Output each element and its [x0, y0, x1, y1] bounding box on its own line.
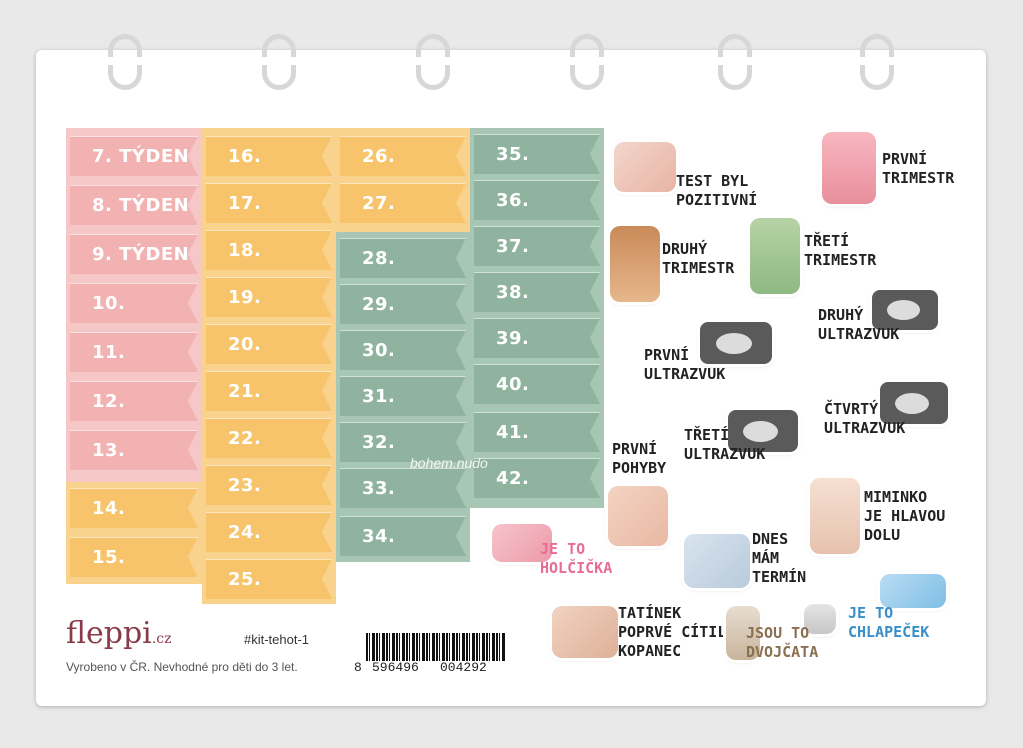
sticker-third-trimester[interactable]: TŘETÍ TRIMESTR: [804, 232, 877, 269]
ultrasound-icon: [728, 410, 798, 452]
barcode-right: 004292: [440, 660, 487, 675]
week-flag[interactable]: 40. TÝDEN: [474, 364, 600, 404]
watermark: bohem.nudo: [410, 455, 488, 471]
sticker-first-movements[interactable]: PRVNÍ POHYBY: [612, 440, 667, 477]
binder-ring-4: [567, 34, 607, 90]
sticker-second-trimester[interactable]: DRUHÝ TRIMESTR: [662, 240, 735, 277]
week-flag[interactable]: 22. TÝDEN: [206, 418, 332, 458]
week-flag[interactable]: 23. TÝDEN: [206, 465, 332, 505]
week-flag[interactable]: 14. TÝDEN: [70, 488, 198, 528]
week-flag[interactable]: 30. TÝDEN: [340, 330, 466, 370]
ultrasound-icon: [880, 382, 948, 424]
sleeping-baby-picture: [684, 534, 750, 588]
blue-shoes-picture: [880, 574, 946, 608]
barcode-left: 596496: [372, 660, 419, 675]
week-flag[interactable]: 20. TÝDEN: [206, 324, 332, 364]
pink-shoes-picture: [492, 524, 552, 562]
week-flag[interactable]: 9. TÝDEN: [70, 234, 198, 274]
week-flag[interactable]: 26. TÝDEN: [340, 136, 466, 176]
sticker-test-positive[interactable]: TEST BYL POZITIVNÍ: [676, 172, 758, 209]
week-flag[interactable]: 41. TÝDEN: [474, 412, 600, 452]
sticker-fourth-ultrasound[interactable]: ČTVRTÝ ULTRAZVUK: [824, 400, 906, 437]
barcode-digit: 8: [354, 660, 362, 675]
week-flag[interactable]: 31. TÝDEN: [340, 376, 466, 416]
week-flag[interactable]: 34. TÝDEN: [340, 516, 466, 556]
brand-suffix: .cz: [151, 631, 172, 647]
second-trimester-picture: [610, 226, 660, 302]
pink-dress-picture: [822, 132, 876, 204]
sticker-first-ultrasound[interactable]: PRVNÍ ULTRAZVUK: [644, 346, 726, 383]
week-flag[interactable]: 36. TÝDEN: [474, 180, 600, 220]
week-flag[interactable]: 12. TÝDEN: [70, 381, 198, 421]
brand-name: fleppi: [66, 616, 152, 651]
brand-logo: fleppi.cz: [66, 616, 171, 651]
sticker-first-trimester[interactable]: PRVNÍ TRIMESTR: [882, 150, 955, 187]
ultrasound-icon: [872, 290, 938, 330]
week-flag[interactable]: 11. TÝDEN: [70, 332, 198, 372]
sticker-dad-felt-kick[interactable]: TATÍNEK POPRVÉ CÍTIL KOPANEC: [618, 604, 727, 660]
ultrasound-icon: [700, 322, 772, 364]
green-dress-picture: [750, 218, 800, 294]
binder-ring-1: [105, 34, 145, 90]
binder-ring-5: [715, 34, 755, 90]
week-flag[interactable]: 28. TÝDEN: [340, 238, 466, 278]
week-flag[interactable]: 16. TÝDEN: [206, 136, 332, 176]
week-flag[interactable]: 38. TÝDEN: [474, 272, 600, 312]
sticker-due-date[interactable]: DNES MÁM TERMÍN: [752, 530, 807, 586]
sticker-its-a-girl[interactable]: JE TO HOLČIČKA: [540, 540, 613, 577]
binder-ring-3: [413, 34, 453, 90]
kit-code: #kit-tehot-1: [244, 632, 310, 647]
week-flag[interactable]: 21. TÝDEN: [206, 371, 332, 411]
twin-shoes-picture-2: [804, 604, 836, 634]
week-flag[interactable]: 15. TÝDEN: [70, 537, 198, 577]
sticker-third-ultrasound[interactable]: TŘETÍ ULTRAZVUK: [684, 426, 766, 463]
week-flag[interactable]: 13. TÝDEN: [70, 430, 198, 470]
week-flag[interactable]: 42. TÝDEN: [474, 458, 600, 498]
binder-ring-2: [259, 34, 299, 90]
pregnancy-test-picture: [614, 142, 676, 192]
week-flag[interactable]: 7. TÝDEN: [70, 136, 198, 176]
sticker-baby-head-down[interactable]: MIMINKO JE HLAVOU DOLU: [864, 488, 946, 544]
baby-feet-picture: [608, 486, 668, 546]
sticker-its-a-boy[interactable]: JE TO CHLAPEČEK: [848, 604, 930, 641]
week-flag[interactable]: 18. TÝDEN: [206, 230, 332, 270]
twin-shoes-picture: [726, 606, 760, 660]
week-flag[interactable]: 37. TÝDEN: [474, 226, 600, 266]
week-flag[interactable]: 32. TÝDEN: [340, 422, 466, 462]
week-flag[interactable]: 25. TÝDEN: [206, 559, 332, 599]
baby-upside-down-picture: [810, 478, 860, 554]
hands-belly-picture: [552, 606, 618, 658]
week-flag[interactable]: 39. TÝDEN: [474, 318, 600, 358]
made-in-text: Vyrobeno v ČR. Nevhodné pro děti do 3 le…: [66, 660, 298, 674]
week-flag[interactable]: 19. TÝDEN: [206, 277, 332, 317]
week-flag[interactable]: 8. TÝDEN: [70, 185, 198, 225]
week-flag[interactable]: 27. TÝDEN: [340, 183, 466, 223]
week-flag[interactable]: 29. TÝDEN: [340, 284, 466, 324]
week-flag[interactable]: 10. TÝDEN: [70, 283, 198, 323]
barcode: [366, 633, 506, 661]
week-flag[interactable]: 17. TÝDEN: [206, 183, 332, 223]
sticker-twins[interactable]: JSOU TO DVOJČATA: [746, 624, 819, 661]
week-flag[interactable]: 33. TÝDEN: [340, 468, 466, 508]
week-flag[interactable]: 24. TÝDEN: [206, 512, 332, 552]
sticker-second-ultrasound[interactable]: DRUHÝ ULTRAZVUK: [818, 306, 900, 343]
week-flag[interactable]: 35. TÝDEN: [474, 134, 600, 174]
binder-ring-6: [857, 34, 897, 90]
